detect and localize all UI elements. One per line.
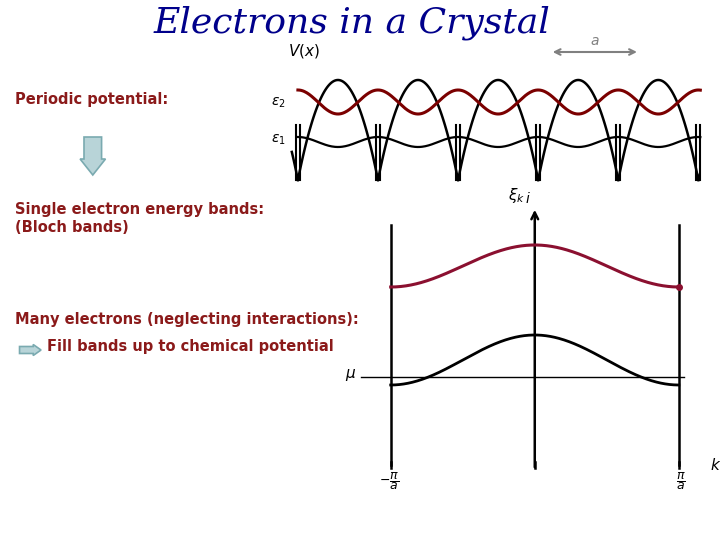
Text: $a$: $a$: [590, 34, 600, 48]
Text: $i$: $i$: [525, 191, 531, 206]
Text: Periodic potential:: Periodic potential:: [14, 92, 168, 107]
Text: (Bloch bands): (Bloch bands): [14, 220, 128, 235]
Text: $V(x)$: $V(x)$: [288, 42, 320, 60]
Text: $\varepsilon_1$: $\varepsilon_1$: [271, 133, 286, 147]
Text: $k$: $k$: [710, 457, 720, 473]
FancyArrow shape: [19, 345, 41, 355]
Text: $\varepsilon_2$: $\varepsilon_2$: [271, 96, 286, 110]
FancyArrow shape: [80, 137, 106, 175]
Text: Many electrons (neglecting interactions):: Many electrons (neglecting interactions)…: [14, 312, 359, 327]
Text: Fill bands up to chemical potential: Fill bands up to chemical potential: [47, 340, 333, 354]
Text: Electrons in a Crystal: Electrons in a Crystal: [153, 5, 550, 39]
Text: $-\dfrac{\pi}{a}$: $-\dfrac{\pi}{a}$: [379, 470, 399, 492]
Text: $\xi_k$: $\xi_k$: [508, 186, 525, 205]
Text: $\dfrac{\pi}{a}$: $\dfrac{\pi}{a}$: [676, 470, 685, 492]
Text: $\mu$: $\mu$: [346, 367, 356, 383]
Text: Single electron energy bands:: Single electron energy bands:: [14, 202, 264, 217]
